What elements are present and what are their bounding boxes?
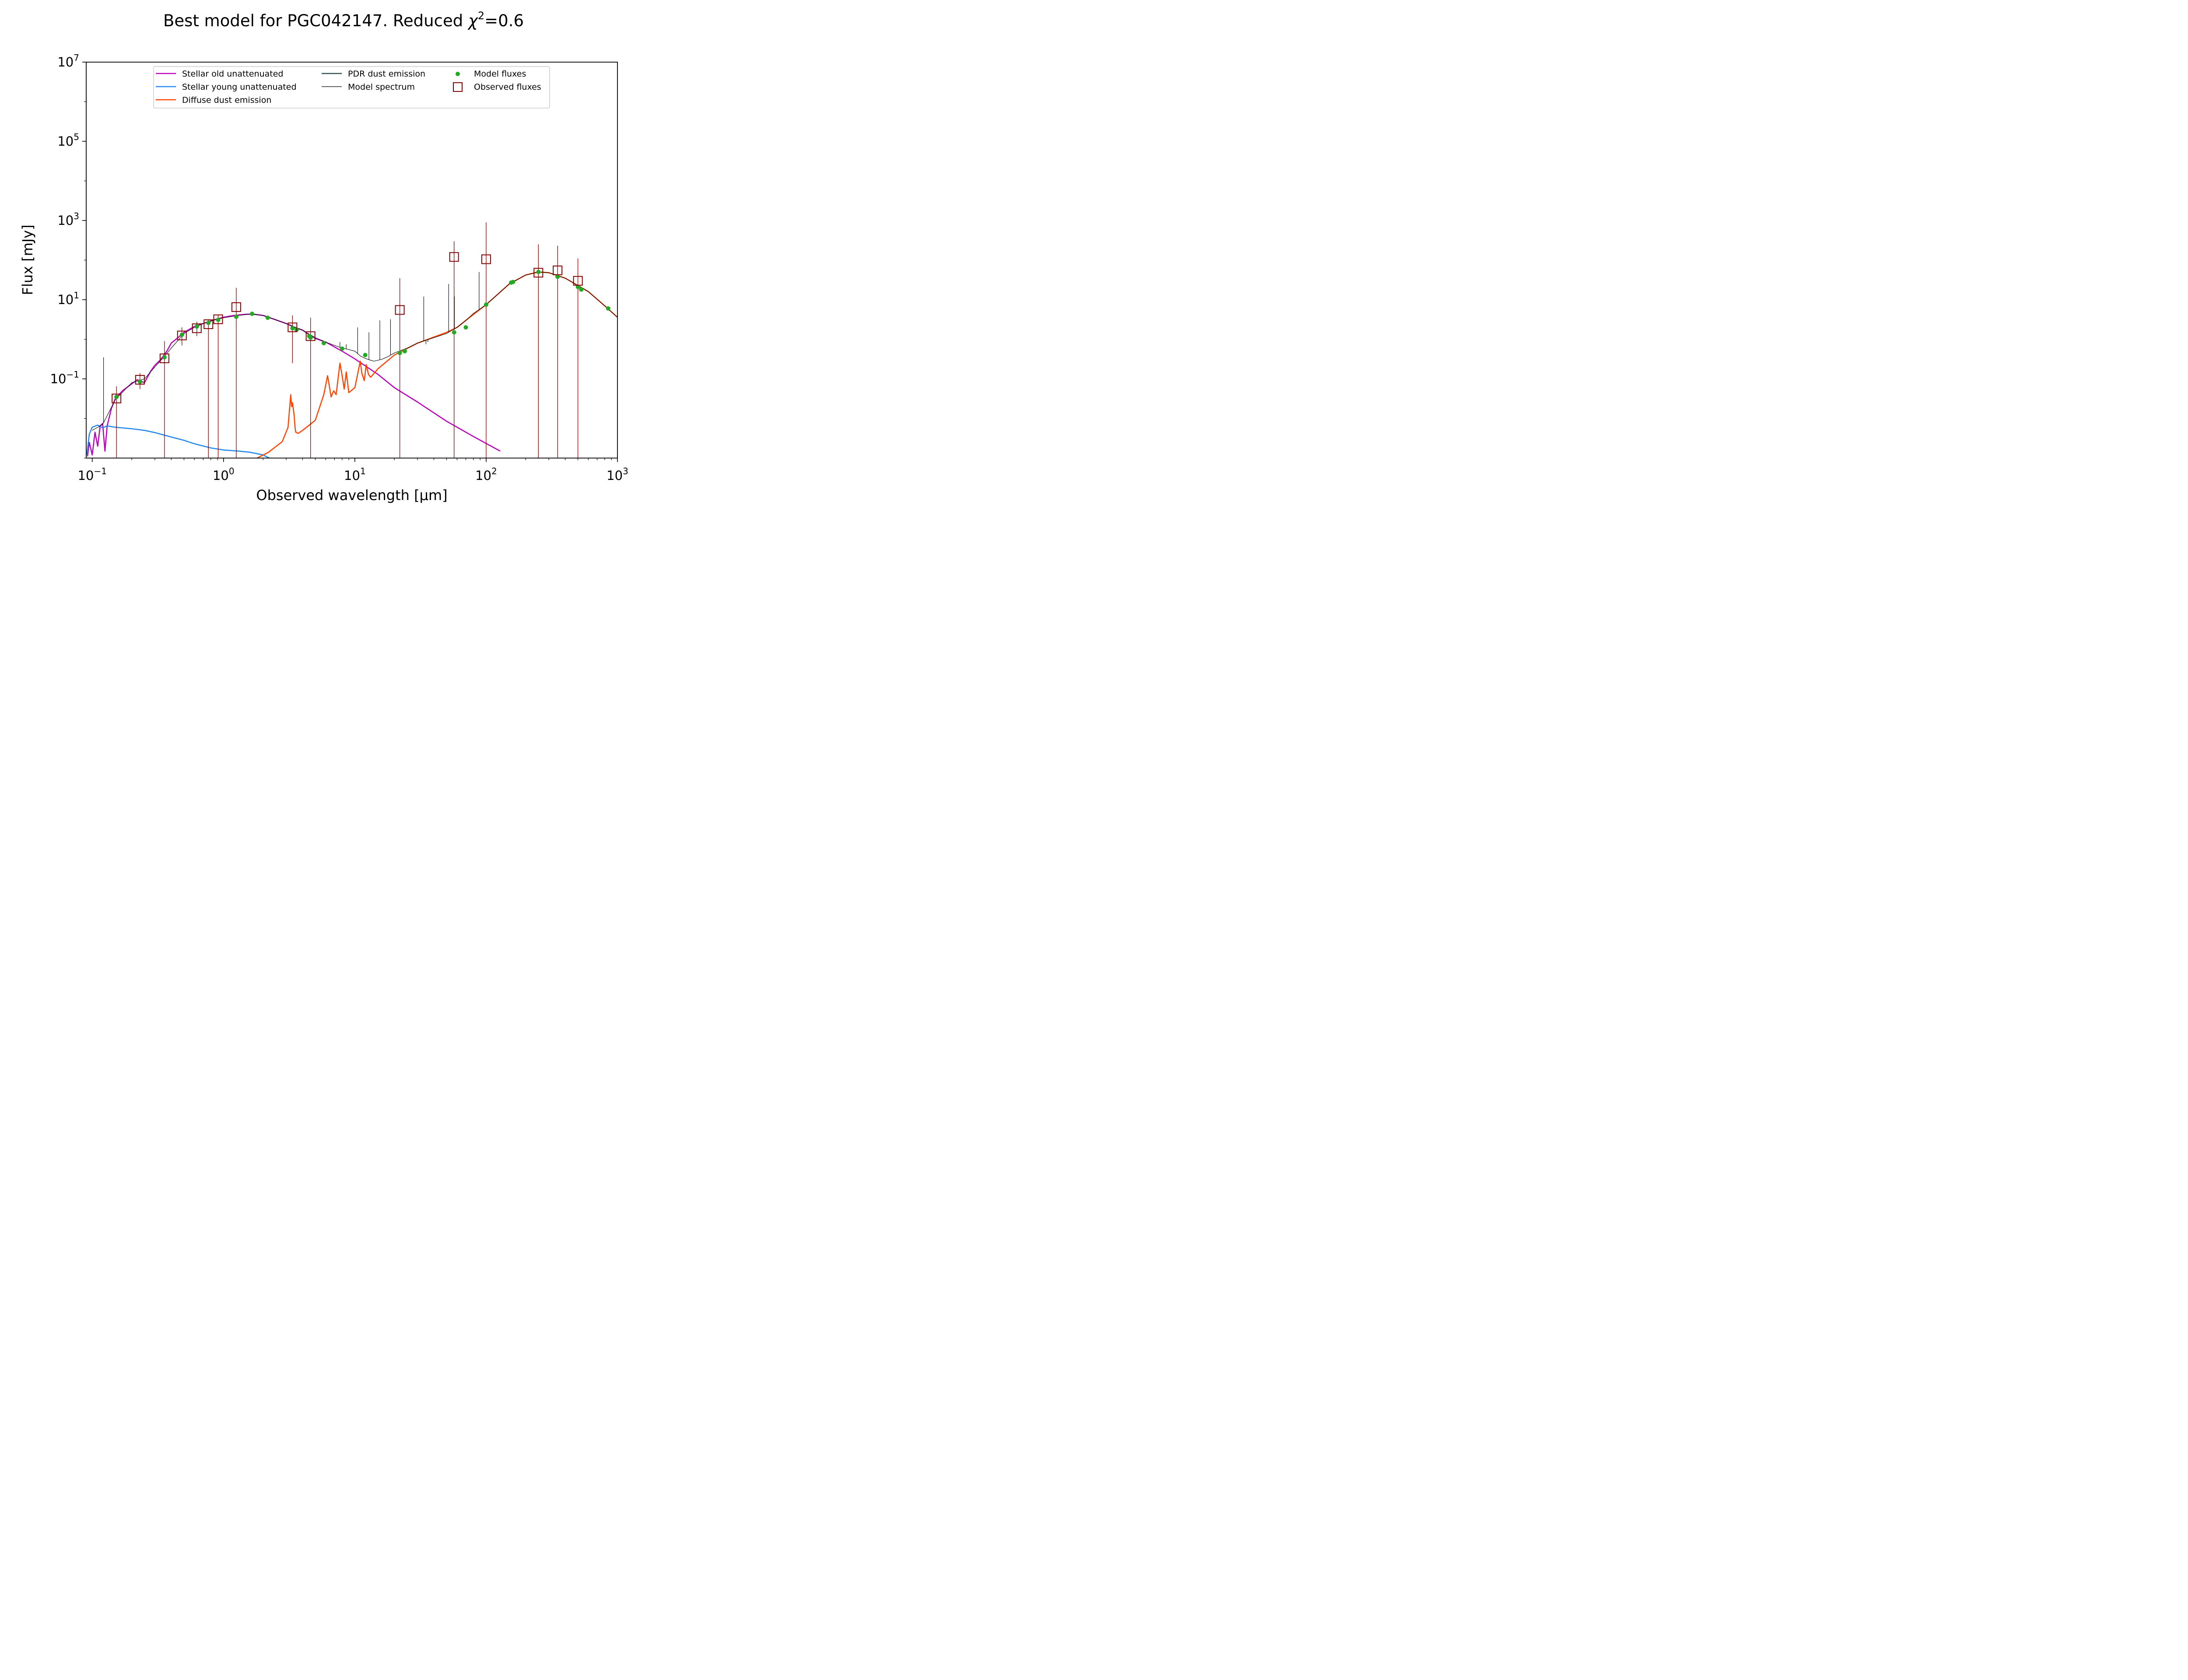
x-axis-label: Observed wavelength [μm]: [256, 487, 447, 504]
x-tick-label-2: 101: [344, 466, 366, 483]
model-flux-point-2: [162, 355, 167, 360]
observed-flux-point-12: [481, 254, 491, 264]
chart-title: Best model for PGC042147. Reduced χ2=0.6: [163, 10, 524, 30]
observed-flux-point-10: [395, 305, 405, 315]
model-flux-point-25: [555, 274, 560, 279]
legend-swatch-6: [453, 82, 463, 92]
model-flux-point-3: [179, 332, 184, 337]
sed-chart: Best model for PGC042147. Reduced χ2=0.6…: [0, 0, 683, 512]
legend-label-2: Diffuse dust emission: [182, 95, 271, 105]
model-flux-point-0: [114, 395, 119, 399]
observed-flux-point-14: [553, 265, 563, 275]
observed-flux-point-13: [533, 268, 543, 278]
series-line-1: [86, 424, 271, 458]
model-flux-point-7: [234, 315, 238, 319]
x-tick-label-0: 10−1: [78, 466, 107, 483]
legend-box: [153, 66, 550, 108]
legend-label-6: Observed fluxes: [474, 82, 541, 92]
legend: Stellar old unattenuated Stellar young un…: [153, 66, 550, 108]
legend-label-0: Stellar old unattenuated: [182, 69, 284, 79]
x-tick-label-4: 103: [607, 466, 628, 483]
model-flux-point-15: [340, 346, 344, 351]
y-tick-label-1: 101: [57, 290, 79, 307]
legend-label-4: Model spectrum: [348, 82, 415, 92]
observed-flux-point-9: [305, 331, 316, 341]
chart-title-tail: =0.6: [484, 11, 524, 30]
legend-swatch-5: [456, 72, 460, 76]
y-tick-label-0: 10−1: [50, 369, 79, 386]
axis-ticks: 10−1 100 101 102 103 10−1 101 103 105 107: [50, 52, 628, 483]
observed-flux-point-6: [213, 314, 223, 324]
series-line-0: [87, 313, 501, 457]
model-flux-point-13: [308, 335, 313, 340]
observed-flux-point-5: [203, 319, 214, 329]
model-flux-point-19: [452, 330, 456, 335]
model-flux-point-23: [511, 280, 515, 284]
legend-label-5: Model fluxes: [474, 69, 526, 79]
model-flux-point-8: [250, 312, 255, 316]
observed-flux-point-11: [449, 252, 459, 262]
x-tick-label-1: 100: [213, 466, 235, 483]
observed-flux-point-8: [288, 322, 298, 332]
legend-label-1: Stellar young unattenuated: [182, 82, 297, 92]
model-flux-point-6: [216, 318, 221, 322]
model-flux-point-14: [321, 341, 326, 346]
model-flux-point-21: [484, 302, 488, 307]
chart-title-main: Best model for PGC042147. Reduced: [163, 11, 468, 30]
observed-flux-point-0: [112, 393, 122, 403]
y-tick-label-4: 107: [57, 52, 79, 70]
model-flux-point-18: [402, 349, 407, 354]
model-flux-point-26: [575, 284, 580, 289]
observed-flux-point-1: [135, 375, 145, 385]
plot-area: [86, 222, 617, 458]
model-flux-point-24: [536, 270, 541, 274]
observed-flux-point-3: [177, 330, 187, 340]
model-flux-point-20: [463, 325, 468, 330]
y-tick-label-3: 105: [57, 132, 79, 149]
legend-label-3: PDR dust emission: [348, 69, 425, 79]
model-flux-point-17: [397, 350, 402, 355]
model-flux-point-28: [606, 306, 610, 311]
model-flux-point-16: [363, 353, 368, 357]
chart-title-chi: χ: [467, 11, 479, 30]
model-flux-point-1: [137, 379, 142, 384]
model-flux-point-9: [265, 315, 270, 320]
observed-flux-point-4: [192, 323, 202, 333]
model-flux-point-27: [579, 287, 584, 292]
model-flux-point-5: [206, 320, 211, 325]
y-tick-label-2: 103: [57, 211, 79, 228]
model-flux-point-4: [194, 324, 199, 329]
observed-flux-point-7: [231, 302, 241, 312]
observed-flux-point-15: [573, 276, 583, 286]
chart-title-sup: 2: [478, 10, 484, 22]
observed-flux-point-2: [159, 354, 169, 364]
x-tick-label-3: 102: [475, 466, 497, 483]
model-flux-point-10: [290, 326, 295, 331]
y-axis-label: Flux [mJy]: [19, 224, 36, 295]
